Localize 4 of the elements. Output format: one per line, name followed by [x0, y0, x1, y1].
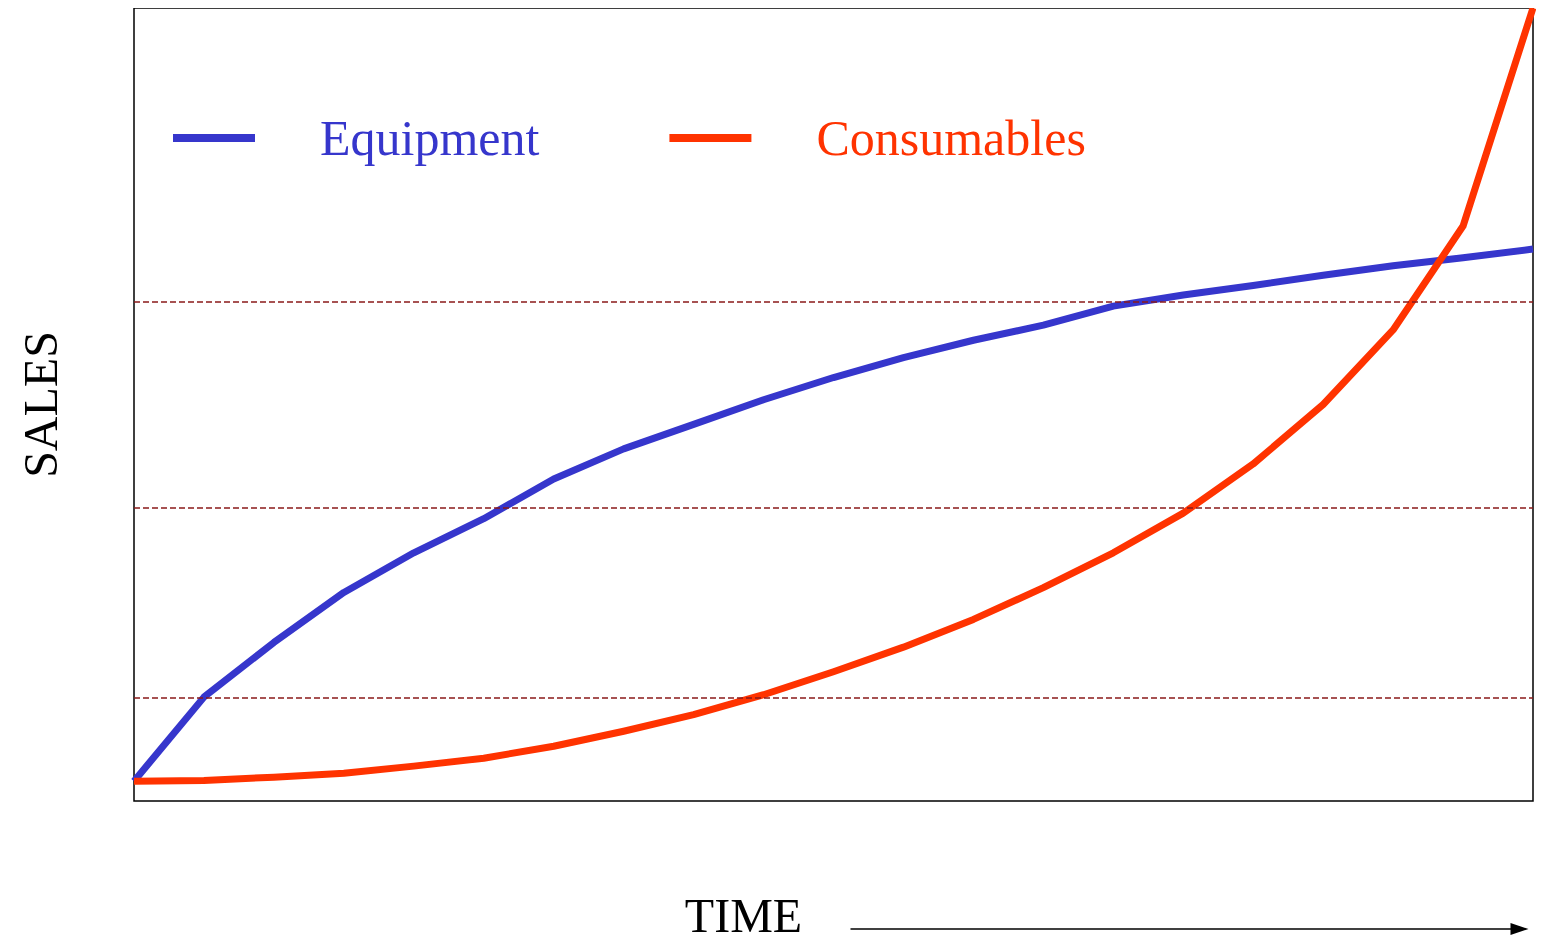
legend-label: Consumables	[816, 110, 1086, 166]
x-axis-title: TIME	[684, 888, 803, 942]
y-axis-title: SALES	[13, 331, 67, 478]
legend-label: Equipment	[320, 110, 540, 166]
